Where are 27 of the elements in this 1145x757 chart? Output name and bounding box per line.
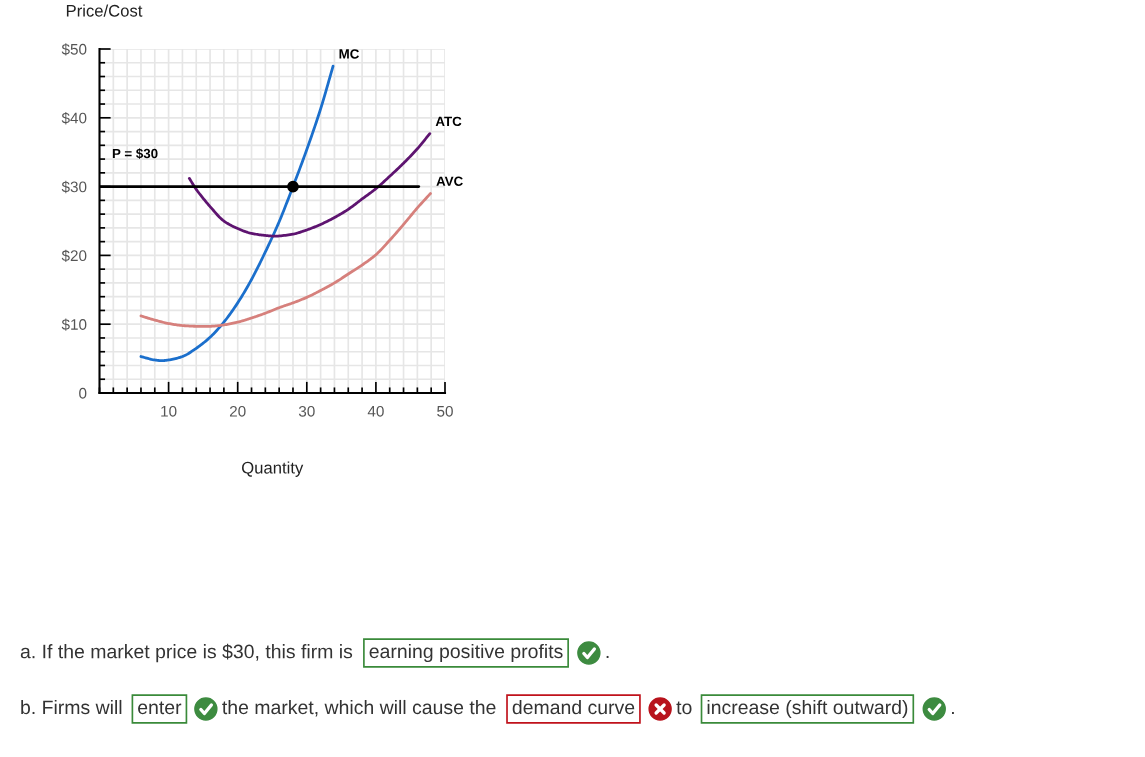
text: increase (shift outward) (707, 699, 908, 719)
y-tick-label: 0 (79, 387, 87, 399)
text: . (606, 655, 609, 659)
y-tick-label: $30 (61, 180, 87, 194)
x-tick-label: 40 (367, 405, 384, 417)
y-tick-label: $50 (61, 43, 87, 56)
y-axis-title: Price/Cost (66, 4, 143, 17)
text: enter (138, 701, 182, 715)
text: to (676, 701, 692, 715)
series-label: AVC (436, 176, 463, 186)
y-tick-label: $40 (61, 112, 87, 125)
text: . (952, 711, 954, 715)
x-tick-label: 20 (229, 405, 246, 417)
series-label: MC (339, 49, 359, 59)
text: a. If the market price is $30, this firm is (20, 643, 353, 663)
legend-label: P = $30 (112, 148, 158, 160)
text: the market, which will cause the (222, 699, 496, 717)
y-tick-label: $20 (61, 249, 87, 262)
series-label: ATC (435, 116, 462, 127)
y-tick-label: $10 (61, 318, 87, 331)
x-tick-label: 30 (298, 405, 315, 417)
text: earning positive profits (369, 643, 563, 663)
x-axis-title: Quantity (242, 461, 304, 477)
text: demand curve (512, 699, 635, 715)
x-tick-label: 10 (161, 405, 177, 417)
text: b. Firms will (21, 699, 122, 715)
x-tick-label: 50 (437, 405, 453, 417)
